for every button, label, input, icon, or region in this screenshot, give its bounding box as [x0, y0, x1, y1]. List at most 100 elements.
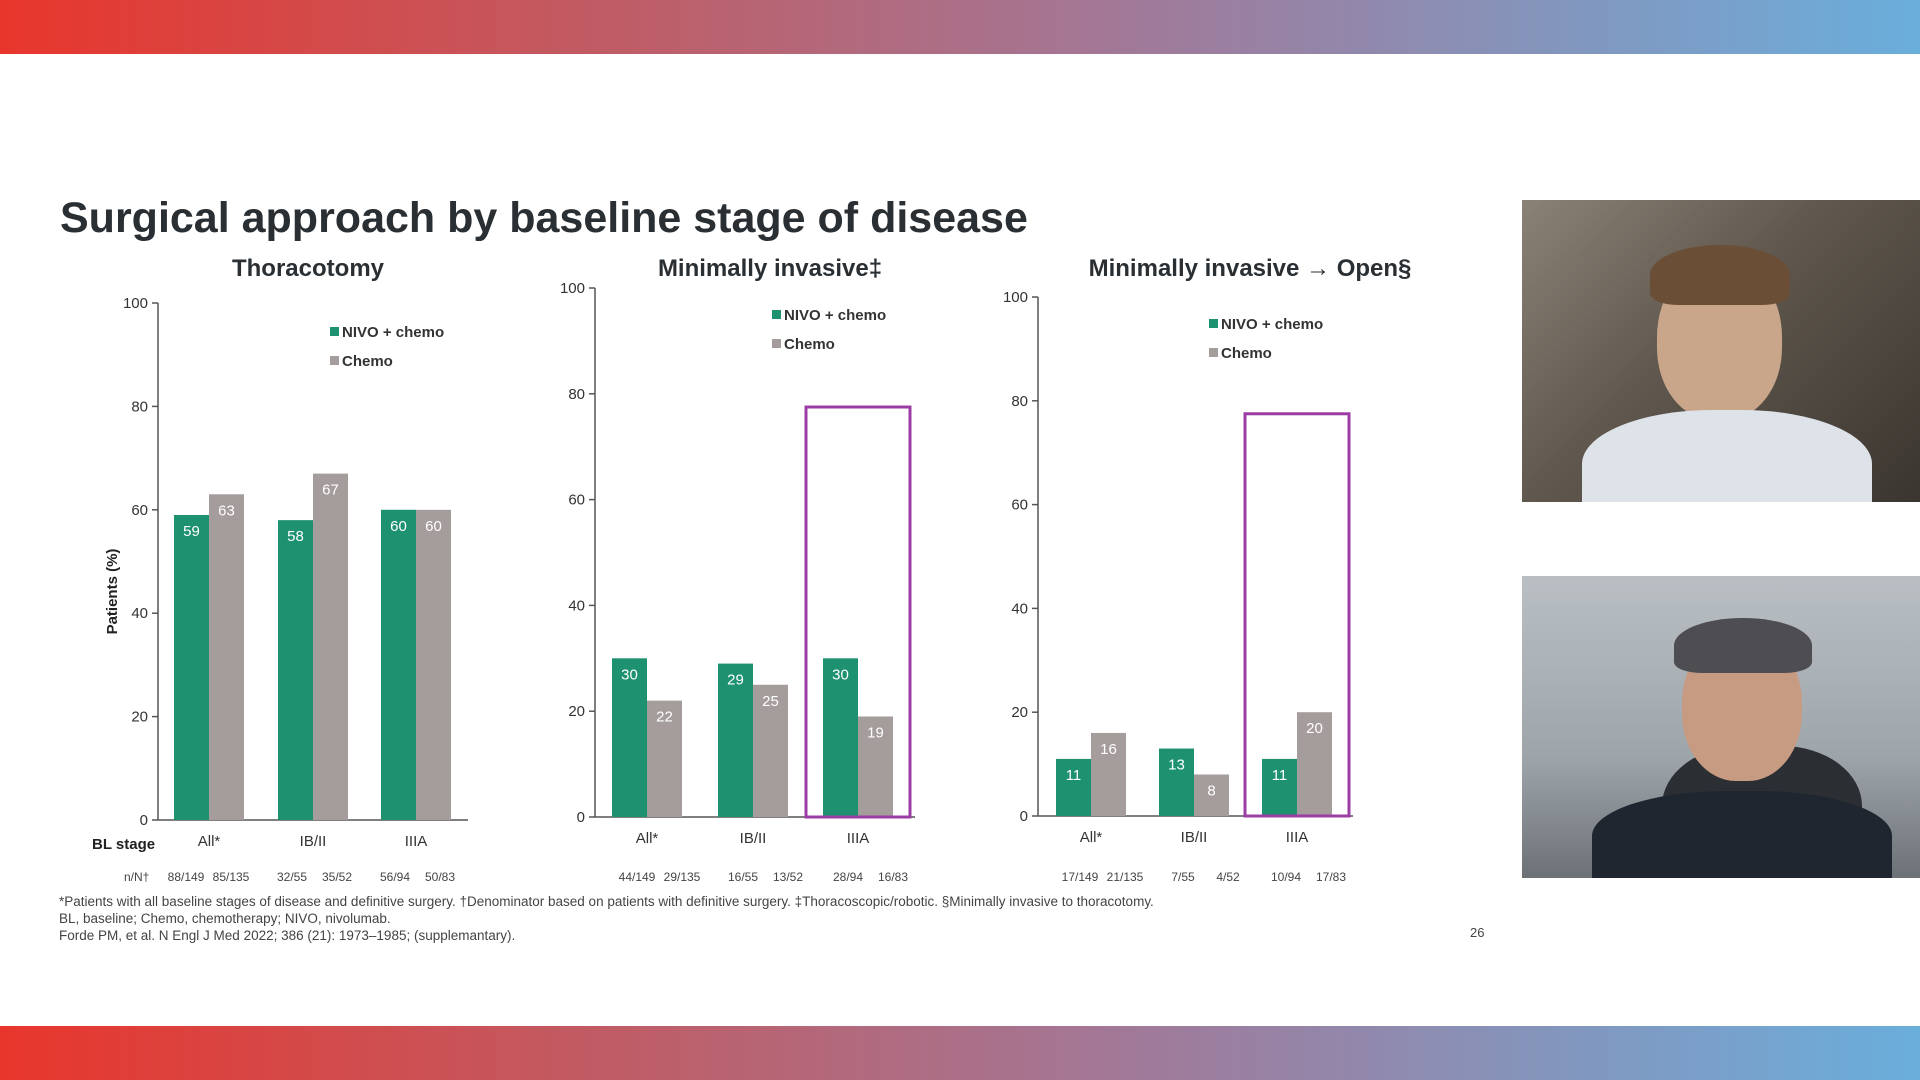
chart-2-data-label-chemo-1: 25: [762, 693, 779, 710]
chart-1-data-label-chemo-1: 67: [322, 482, 339, 499]
row-label-n: n/N†: [124, 870, 149, 884]
chart-3-n-label-nivo-0: 17/149: [1062, 870, 1099, 884]
chart-3-data-label-nivo-0: 11: [1066, 767, 1082, 784]
chart-2-n-label-nivo-0: 44/149: [619, 870, 656, 884]
chart-1-bar-chemo-1: [313, 473, 348, 820]
chart-1-data-label-nivo-0: 59: [183, 523, 200, 540]
chart-1-bar-nivo-2: [381, 509, 416, 820]
speaker-2-video: [1522, 576, 1920, 878]
chart-1-data-label-chemo-0: 63: [218, 502, 235, 519]
chart-1-n-label-chemo-2: 50/83: [425, 870, 455, 884]
chart-2-y-tick-label-0: 0: [577, 809, 585, 826]
chart-2-bar-chemo-2: [858, 716, 893, 817]
chart-1-title: Thoracotomy: [232, 255, 385, 282]
chart-1-data-label-chemo-2: 60: [425, 518, 442, 535]
chart-2-n-label-nivo-2: 28/94: [833, 870, 863, 884]
chart-2-category-label-0: All*: [636, 830, 659, 847]
chart-3-y-tick-label-5: 100: [1003, 289, 1028, 306]
chart-2-y-tick-label-2: 40: [568, 597, 585, 614]
chart-2-data-label-nivo-1: 29: [727, 672, 744, 689]
chart-1-y-tick-label-2: 40: [131, 605, 148, 622]
chart-3-bar-chemo-1: [1194, 774, 1229, 816]
chart-3-y-tick-label-1: 20: [1011, 704, 1028, 721]
footnote-line-3: Forde PM, et al. N Engl J Med 2022; 386 …: [59, 928, 516, 943]
bottom-gradient-band: [0, 1026, 1920, 1080]
chart-3-n-label-chemo-1: 4/52: [1216, 870, 1240, 884]
chart-2-y-tick-label-4: 80: [568, 386, 585, 403]
footnote-line-2: BL, baseline; Chemo, chemotherapy; NIVO,…: [59, 911, 391, 926]
chart-1-y-axis-label: Patients (%): [104, 549, 121, 635]
chart-2-bar-chemo-1: [753, 684, 788, 817]
chart-1-n-label-chemo-1: 35/52: [322, 870, 352, 884]
chart-3-highlight-box: [1243, 412, 1351, 818]
footnotes: *Patients with all baseline stages of di…: [59, 893, 1154, 944]
speaker-1-video: [1522, 200, 1920, 502]
chart-1-data-label-nivo-1: 58: [287, 528, 304, 545]
footnote-line-1: *Patients with all baseline stages of di…: [59, 894, 1154, 909]
chart-1-legend-swatch-0: [330, 327, 339, 336]
chart-3-n-label-nivo-1: 7/55: [1171, 870, 1195, 884]
chart-3-data-label-nivo-1: 13: [1168, 757, 1185, 774]
chart-2-bar-chemo-0: [647, 700, 682, 817]
chart-3-legend-swatch-0: [1209, 319, 1218, 328]
chart-1-category-label-2: IIIA: [405, 833, 428, 850]
chart-1-n-label-nivo-2: 56/94: [380, 870, 410, 884]
chart-1-y-tick-label-3: 60: [131, 502, 148, 519]
chart-3-n-label-chemo-0: 21/135: [1107, 870, 1144, 884]
chart-2-legend-label-0: NIVO + chemo: [784, 307, 886, 324]
chart-1-data-label-nivo-2: 60: [390, 518, 407, 535]
chart-3-y-tick-label-2: 40: [1011, 600, 1028, 617]
chart-2-data-label-nivo-0: 30: [621, 666, 638, 683]
chart-1-y-tick-label-1: 20: [131, 709, 148, 726]
top-gradient-band: [0, 0, 1920, 54]
chart-2-legend-swatch-0: [772, 310, 781, 319]
chart-1-n-label-nivo-0: 88/149: [168, 870, 205, 884]
chart-2-n-label-chemo-0: 29/135: [664, 870, 701, 884]
chart-2-data-label-chemo-0: 22: [656, 709, 673, 726]
chart-1-bar-chemo-0: [209, 494, 244, 820]
chart-2-n-label-nivo-1: 16/55: [728, 870, 758, 884]
chart-3-n-label-chemo-2: 17/83: [1316, 870, 1346, 884]
chart-3-bar-chemo-0: [1091, 732, 1126, 816]
chart-1-category-label-1: IB/II: [300, 833, 327, 850]
chart-3-y-tick-label-4: 80: [1011, 393, 1028, 410]
chart-2-bar-nivo-2: [823, 658, 858, 817]
chart-2-bar-nivo-0: [612, 658, 647, 817]
chart-1-n-label-nivo-1: 32/55: [277, 870, 307, 884]
chart-2-data-label-chemo-2: 19: [867, 724, 884, 741]
chart-3-data-label-nivo-2: 11: [1272, 767, 1288, 784]
chart-3-legend-label-1: Chemo: [1221, 345, 1272, 362]
chart-3-y-tick-label-3: 60: [1011, 497, 1028, 514]
chart-2-category-label-2: IIIA: [847, 830, 870, 847]
row-label-bl-stage: BL stage: [92, 836, 155, 853]
chart-3-category-label-1: IB/II: [1181, 829, 1208, 846]
chart-3-data-label-chemo-2: 20: [1306, 720, 1323, 737]
chart-1-category-label-0: All*: [198, 833, 221, 850]
chart-1-bar-chemo-2: [416, 509, 451, 820]
chart-1-legend-label-0: NIVO + chemo: [342, 324, 444, 341]
chart-2-legend-label-1: Chemo: [784, 336, 835, 353]
chart-2-title: Minimally invasive‡: [658, 255, 882, 282]
chart-2-data-label-nivo-2: 30: [832, 666, 849, 683]
chart-1-bar-nivo-1: [278, 520, 313, 820]
chart-2-n-label-chemo-2: 16/83: [878, 870, 908, 884]
chart-2-n-label-chemo-1: 13/52: [773, 870, 803, 884]
chart-2-legend-swatch-1: [772, 339, 781, 348]
chart-2-y-tick-label-3: 60: [568, 492, 585, 509]
chart-3-y-tick-label-0: 0: [1020, 808, 1028, 825]
chart-2-y-tick-label-1: 20: [568, 703, 585, 720]
chart-2-y-tick-label-5: 100: [560, 280, 585, 297]
chart-3-bar-nivo-2: [1262, 758, 1297, 816]
chart-1-n-label-chemo-0: 85/135: [213, 870, 250, 884]
chart-3-legend-swatch-1: [1209, 348, 1218, 357]
chart-3-bar-nivo-1: [1159, 748, 1194, 816]
chart-3-n-label-nivo-2: 10/94: [1271, 870, 1301, 884]
chart-1-y-tick-label-0: 0: [140, 812, 148, 829]
chart-2-category-label-1: IB/II: [740, 830, 767, 847]
chart-3-data-label-chemo-1: 8: [1207, 782, 1215, 799]
chart-3-category-label-0: All*: [1080, 829, 1103, 846]
chart-3-bar-chemo-2: [1297, 712, 1332, 816]
chart-3-bar-nivo-0: [1056, 758, 1091, 816]
chart-3-category-label-2: IIIA: [1286, 829, 1309, 846]
